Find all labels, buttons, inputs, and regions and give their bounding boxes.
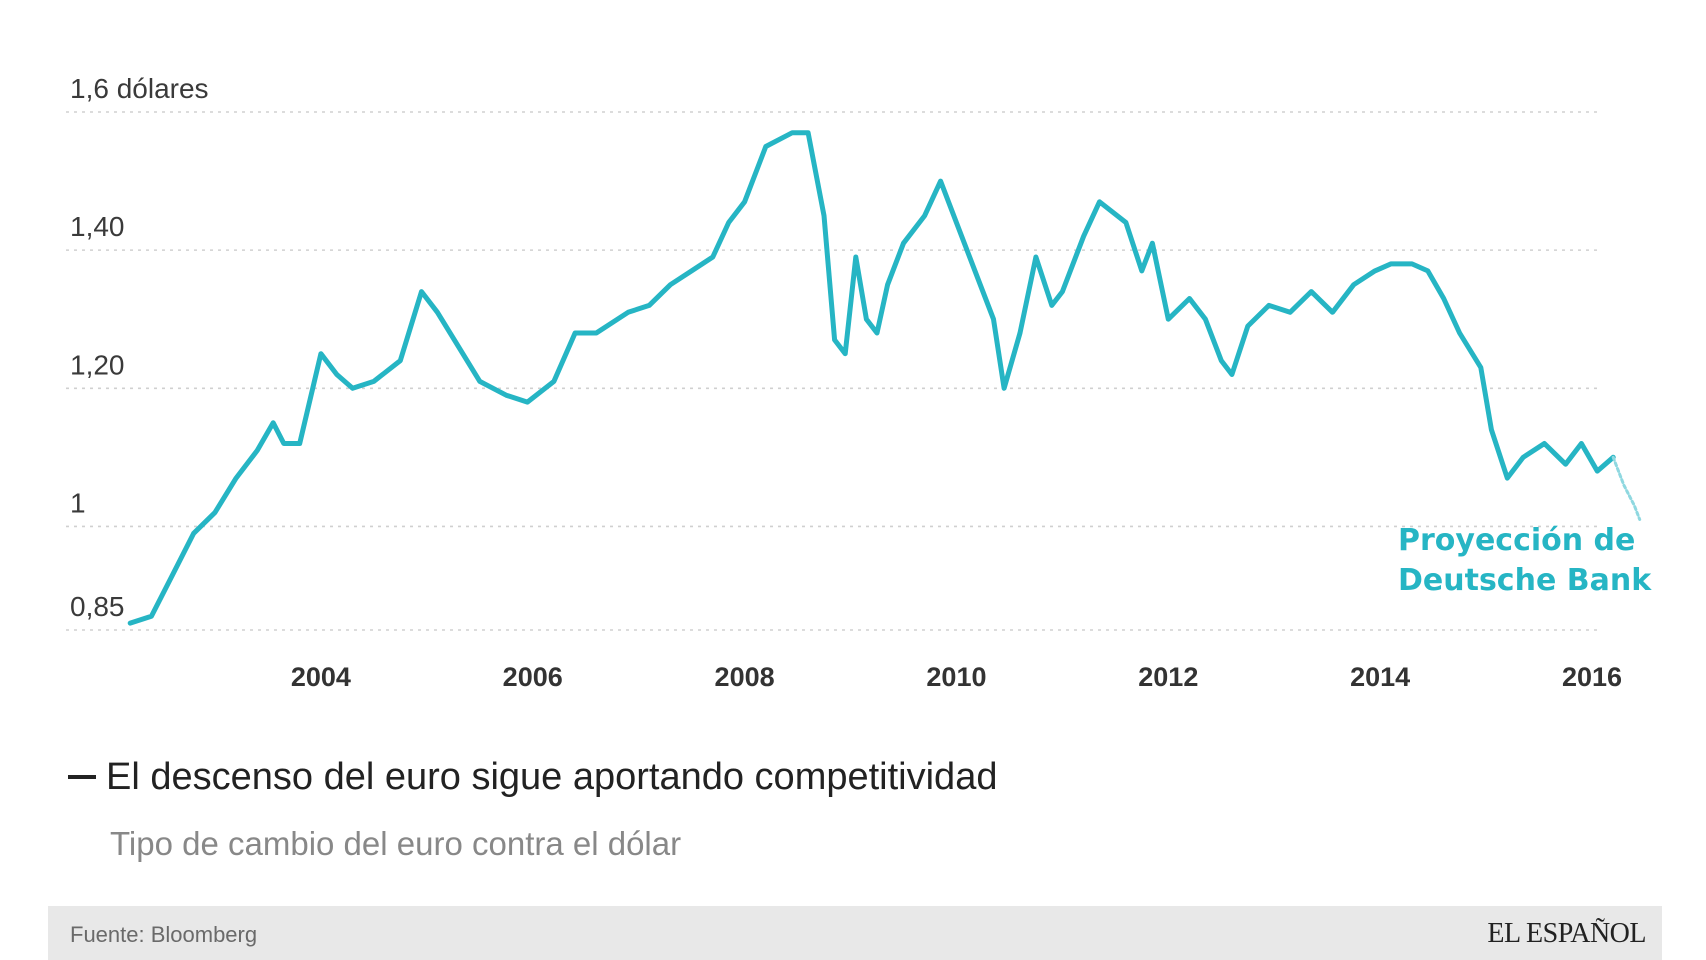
series-group	[127, 130, 1642, 626]
x-axis-labels: 2004 2006 2008 2010 2012 2014 2016	[291, 662, 1622, 692]
chart-title: El descenso del euro sigue aportando com…	[68, 755, 1568, 799]
y-tick-label: 1	[70, 487, 86, 518]
title-dash	[68, 774, 96, 779]
projection-annotation: Proyección de	[1398, 523, 1635, 558]
y-tick-label: 1,40	[70, 211, 125, 242]
y-tick-label: 0,85	[70, 591, 125, 622]
title-block: El descenso del euro sigue aportando com…	[68, 755, 1568, 863]
y-axis-labels: 0,85 1 1,20 1,40 1,6 dólares	[70, 73, 209, 622]
chart-subtitle: Tipo de cambio del euro contra el dólar	[110, 825, 682, 862]
footer-bar: Fuente: Bloomberg EL ESPAÑOL	[48, 906, 1662, 960]
gridlines	[66, 111, 1598, 631]
x-tick-label: 2004	[291, 662, 351, 692]
x-tick-label: 2008	[715, 662, 775, 692]
annotations: Proyección de Deutsche Bank	[1398, 523, 1652, 598]
x-tick-label: 2006	[503, 662, 563, 692]
source-credit: Fuente: Bloomberg	[70, 922, 258, 947]
x-tick-label: 2010	[926, 662, 986, 692]
y-tick-label: 1,6 dólares	[70, 73, 209, 104]
publisher-logo: EL ESPAÑOL	[1487, 918, 1646, 949]
x-tick-label: 2014	[1350, 662, 1410, 692]
exchange-rate-line	[127, 130, 1616, 626]
chart-title-text: El descenso del euro sigue aportando com…	[106, 756, 998, 798]
projection-line	[1611, 455, 1642, 521]
x-tick-label: 2016	[1562, 662, 1622, 692]
projection-annotation: Deutsche Bank	[1398, 563, 1652, 598]
x-tick-label: 2012	[1138, 662, 1198, 692]
y-tick-label: 1,20	[70, 349, 125, 380]
